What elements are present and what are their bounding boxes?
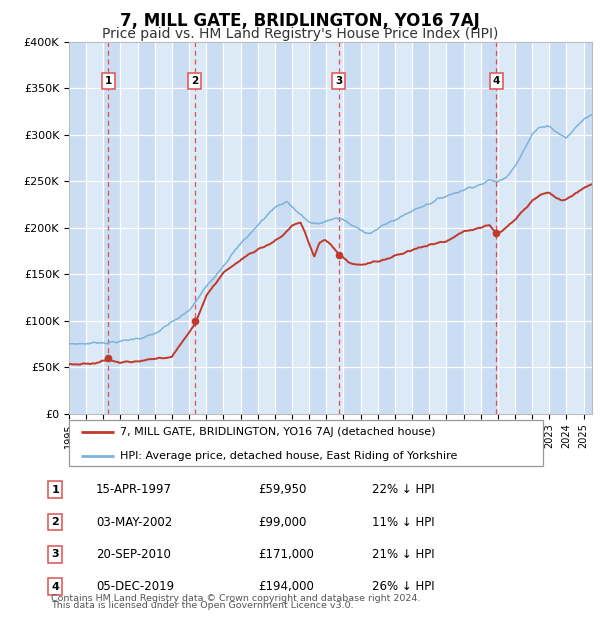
Text: This data is licensed under the Open Government Licence v3.0.: This data is licensed under the Open Gov… bbox=[51, 601, 353, 610]
Text: 4: 4 bbox=[493, 76, 500, 86]
Bar bbox=[103, 42, 121, 414]
Text: £99,000: £99,000 bbox=[258, 516, 307, 528]
Bar bbox=[137, 42, 155, 414]
Bar bbox=[343, 42, 361, 414]
Text: 26% ↓ HPI: 26% ↓ HPI bbox=[372, 580, 434, 593]
Text: £194,000: £194,000 bbox=[258, 580, 314, 593]
Bar bbox=[550, 42, 566, 414]
Bar bbox=[206, 42, 223, 414]
Text: £171,000: £171,000 bbox=[258, 548, 314, 560]
Bar bbox=[446, 42, 464, 414]
Bar bbox=[378, 42, 395, 414]
Text: 21% ↓ HPI: 21% ↓ HPI bbox=[372, 548, 434, 560]
Text: Price paid vs. HM Land Registry's House Price Index (HPI): Price paid vs. HM Land Registry's House … bbox=[102, 27, 498, 42]
Text: 20-SEP-2010: 20-SEP-2010 bbox=[96, 548, 171, 560]
Bar bbox=[515, 42, 532, 414]
Text: 11% ↓ HPI: 11% ↓ HPI bbox=[372, 516, 434, 528]
Text: 3: 3 bbox=[52, 549, 59, 559]
Text: 05-DEC-2019: 05-DEC-2019 bbox=[96, 580, 174, 593]
FancyBboxPatch shape bbox=[69, 420, 543, 466]
Bar bbox=[275, 42, 292, 414]
Text: 2: 2 bbox=[191, 76, 199, 86]
Text: Contains HM Land Registry data © Crown copyright and database right 2024.: Contains HM Land Registry data © Crown c… bbox=[51, 593, 421, 603]
Text: 1: 1 bbox=[52, 485, 59, 495]
Bar bbox=[584, 42, 600, 414]
Text: HPI: Average price, detached house, East Riding of Yorkshire: HPI: Average price, detached house, East… bbox=[120, 451, 458, 461]
Text: 22% ↓ HPI: 22% ↓ HPI bbox=[372, 484, 434, 496]
Bar bbox=[412, 42, 429, 414]
Bar bbox=[241, 42, 257, 414]
Text: £59,950: £59,950 bbox=[258, 484, 307, 496]
Text: 1: 1 bbox=[104, 76, 112, 86]
Text: 15-APR-1997: 15-APR-1997 bbox=[96, 484, 172, 496]
Bar bbox=[172, 42, 189, 414]
Text: 4: 4 bbox=[51, 582, 59, 591]
Bar bbox=[481, 42, 498, 414]
Text: 03-MAY-2002: 03-MAY-2002 bbox=[96, 516, 172, 528]
Bar bbox=[309, 42, 326, 414]
Text: 2: 2 bbox=[52, 517, 59, 527]
Text: 7, MILL GATE, BRIDLINGTON, YO16 7AJ (detached house): 7, MILL GATE, BRIDLINGTON, YO16 7AJ (det… bbox=[120, 427, 436, 437]
Text: 7, MILL GATE, BRIDLINGTON, YO16 7AJ: 7, MILL GATE, BRIDLINGTON, YO16 7AJ bbox=[120, 12, 480, 30]
Bar bbox=[69, 42, 86, 414]
Text: 3: 3 bbox=[335, 76, 342, 86]
